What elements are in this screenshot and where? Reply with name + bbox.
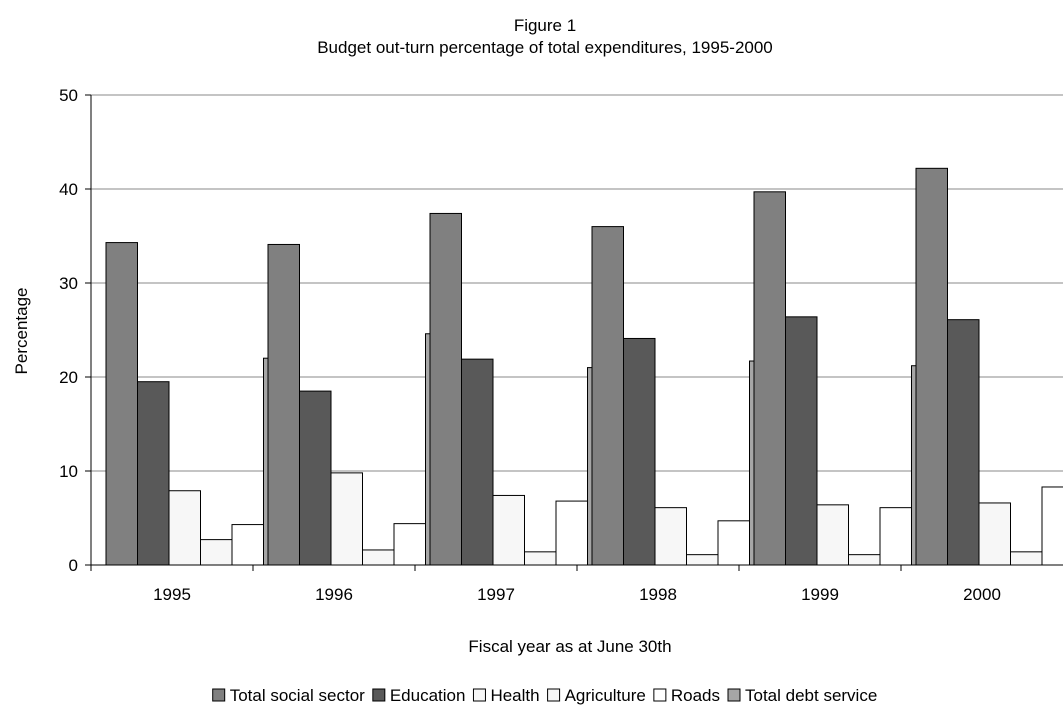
bar-education-1998 [623, 337, 656, 566]
bar-education-1997 [461, 358, 494, 566]
bar-education-1995 [137, 381, 170, 566]
y-tick-label: 10 [59, 462, 78, 481]
legend-swatch [653, 688, 667, 702]
bar-health-1996 [330, 472, 363, 566]
bar-total-social-sector-1995 [105, 242, 138, 566]
legend-label: Total social sector [230, 686, 365, 705]
y-tick-label: 20 [59, 368, 78, 387]
legend-label: Agriculture [565, 686, 646, 705]
bar-total-social-sector-2000 [915, 167, 948, 566]
bar-agriculture-2000 [1010, 551, 1043, 566]
legend-swatch [472, 688, 486, 702]
bar-roads-1999 [879, 507, 912, 566]
bar-roads-1997 [555, 500, 588, 566]
x-tick-label: 1999 [801, 585, 839, 604]
legend-item: Roads [653, 686, 720, 705]
x-tick-label: 1997 [477, 585, 515, 604]
legend-item: Health [472, 686, 540, 705]
bar-health-1997 [492, 494, 525, 566]
legend-label: Total debt service [745, 686, 877, 705]
x-tick-label: 1995 [153, 585, 191, 604]
bar-health-1999 [816, 504, 849, 566]
y-tick-label: 50 [59, 86, 78, 105]
bar-agriculture-1997 [524, 551, 557, 566]
legend-label: Education [390, 686, 466, 705]
bars [105, 167, 1063, 566]
bar-agriculture-1995 [200, 539, 233, 566]
chart-title: Figure 1 [514, 16, 576, 35]
x-tick-label: 1996 [315, 585, 353, 604]
bar-health-2000 [978, 502, 1011, 566]
legend-item: Total debt service [727, 686, 877, 705]
y-tick-label: 0 [69, 556, 78, 575]
legend-item: Education [372, 686, 466, 705]
x-tick-label: 2000 [963, 585, 1001, 604]
x-axis-ticks: 1995 1996 1997 1998 1999 2000 [90, 565, 1001, 604]
legend-swatch [212, 688, 226, 702]
y-axis-label: Percentage [12, 288, 31, 375]
y-axis-ticks: 0 10 20 30 40 50 [59, 86, 91, 575]
bar-total-social-sector-1998 [591, 226, 624, 566]
bar-roads-1995 [231, 524, 264, 566]
bar-total-social-sector-1996 [267, 243, 300, 566]
legend-swatch [547, 688, 561, 702]
legend-item: Total social sector [212, 686, 365, 705]
chart-subtitle: Budget out-turn percentage of total expe… [317, 38, 773, 57]
bar-roads-1996 [393, 523, 426, 566]
bar-health-1998 [654, 507, 687, 566]
bar-roads-2000 [1041, 486, 1063, 566]
bar-education-1996 [299, 390, 332, 566]
bar-education-1999 [785, 316, 818, 566]
legend: Total social sector Education Health Agricu… [212, 686, 877, 705]
y-tick-label: 40 [59, 180, 78, 199]
bar-health-1995 [168, 490, 201, 566]
x-axis-label: Fiscal year as at June 30th [468, 637, 671, 656]
bar-agriculture-1999 [848, 554, 881, 566]
legend-label: Health [490, 686, 539, 705]
gridlines [91, 94, 1063, 472]
legend-swatch [372, 688, 386, 702]
x-tick-label: 1998 [639, 585, 677, 604]
bar-agriculture-1998 [686, 554, 719, 566]
bar-education-2000 [947, 319, 980, 566]
legend-item: Agriculture [547, 686, 646, 705]
legend-label: Roads [671, 686, 720, 705]
legend-swatch [727, 688, 741, 702]
bar-total-social-sector-1999 [753, 191, 786, 566]
bar-agriculture-1996 [362, 549, 395, 566]
bar-total-social-sector-1997 [429, 212, 462, 566]
y-tick-label: 30 [59, 274, 78, 293]
bar-roads-1998 [717, 520, 750, 566]
